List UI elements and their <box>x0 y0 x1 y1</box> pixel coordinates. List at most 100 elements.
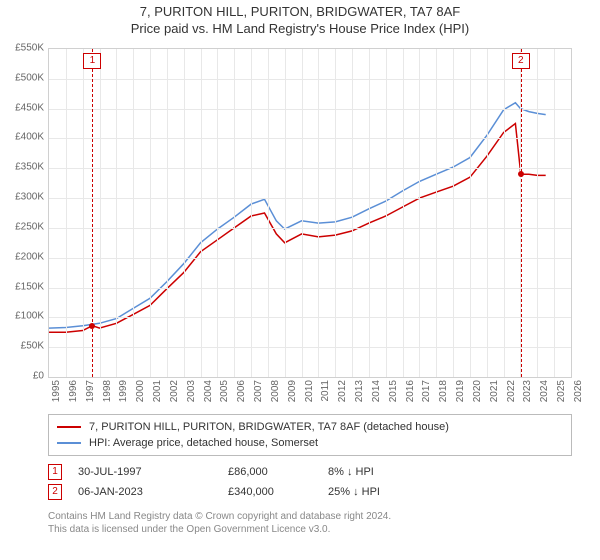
gridline-v <box>251 49 252 377</box>
gridline-v <box>504 49 505 377</box>
event-badge: 1 <box>48 464 62 480</box>
plot-area: 12 <box>48 48 572 378</box>
gridline-h <box>49 228 571 229</box>
gridline-v <box>66 49 67 377</box>
xtick-label: 2009 <box>287 380 298 402</box>
gridline-h <box>49 258 571 259</box>
xtick-label: 2014 <box>371 380 382 402</box>
gridline-v <box>268 49 269 377</box>
xtick-label: 2020 <box>472 380 483 402</box>
gridline-v <box>116 49 117 377</box>
gridline-v <box>419 49 420 377</box>
gridline-v <box>201 49 202 377</box>
xtick-label: 2002 <box>169 380 180 402</box>
xtick-label: 1999 <box>118 380 129 402</box>
xtick-label: 2015 <box>388 380 399 402</box>
xtick-label: 2026 <box>573 380 584 402</box>
xtick-label: 2008 <box>270 380 281 402</box>
event-date: 06-JAN-2023 <box>78 486 228 498</box>
gridline-v <box>318 49 319 377</box>
xtick-label: 2001 <box>152 380 163 402</box>
xtick-label: 2004 <box>203 380 214 402</box>
ytick-label: £100K <box>2 311 44 322</box>
event-price: £86,000 <box>228 466 328 478</box>
gridline-h <box>49 288 571 289</box>
gridline-v <box>150 49 151 377</box>
event-badge-on-chart: 1 <box>83 53 101 69</box>
xtick-label: 1996 <box>68 380 79 402</box>
legend-item: HPI: Average price, detached house, Some… <box>57 435 563 451</box>
xtick-label: 2024 <box>539 380 550 402</box>
legend-swatch <box>57 426 81 428</box>
event-delta: 8% ↓ HPI <box>328 466 438 478</box>
xtick-label: 2019 <box>455 380 466 402</box>
ytick-label: £150K <box>2 281 44 292</box>
event-row: 2 06-JAN-2023 £340,000 25% ↓ HPI <box>48 482 572 502</box>
xtick-label: 2000 <box>135 380 146 402</box>
xtick-label: 2010 <box>304 380 315 402</box>
gridline-v <box>352 49 353 377</box>
title-line-2: Price paid vs. HM Land Registry's House … <box>0 21 600 36</box>
gridline-v <box>83 49 84 377</box>
attribution-line: This data is licensed under the Open Gov… <box>48 523 572 536</box>
xtick-label: 2023 <box>522 380 533 402</box>
gridline-v <box>537 49 538 377</box>
ytick-label: £550K <box>2 43 44 54</box>
gridline-h <box>49 168 571 169</box>
gridline-v <box>487 49 488 377</box>
gridline-v <box>100 49 101 377</box>
gridline-h <box>49 198 571 199</box>
xtick-label: 1997 <box>85 380 96 402</box>
event-marker <box>518 171 524 177</box>
xtick-label: 2016 <box>405 380 416 402</box>
gridline-h <box>49 347 571 348</box>
ytick-label: £500K <box>2 72 44 83</box>
event-price: £340,000 <box>228 486 328 498</box>
events-table: 1 30-JUL-1997 £86,000 8% ↓ HPI 2 06-JAN-… <box>48 462 572 502</box>
xtick-label: 2012 <box>337 380 348 402</box>
xtick-label: 2005 <box>219 380 230 402</box>
ytick-label: £200K <box>2 251 44 262</box>
legend-label: 7, PURITON HILL, PURITON, BRIDGWATER, TA… <box>89 421 449 433</box>
xtick-label: 2018 <box>438 380 449 402</box>
attribution-line: Contains HM Land Registry data © Crown c… <box>48 510 572 523</box>
xtick-label: 2006 <box>236 380 247 402</box>
legend: 7, PURITON HILL, PURITON, BRIDGWATER, TA… <box>48 414 572 456</box>
legend-label: HPI: Average price, detached house, Some… <box>89 437 318 449</box>
xtick-label: 2021 <box>489 380 500 402</box>
gridline-v <box>167 49 168 377</box>
gridline-v <box>302 49 303 377</box>
xtick-label: 1995 <box>51 380 62 402</box>
gridline-v <box>335 49 336 377</box>
xtick-label: 2011 <box>320 380 331 402</box>
legend-item: 7, PURITON HILL, PURITON, BRIDGWATER, TA… <box>57 419 563 435</box>
ytick-label: £400K <box>2 132 44 143</box>
gridline-v <box>133 49 134 377</box>
gridline-h <box>49 109 571 110</box>
event-row: 1 30-JUL-1997 £86,000 8% ↓ HPI <box>48 462 572 482</box>
title-line-1: 7, PURITON HILL, PURITON, BRIDGWATER, TA… <box>0 4 600 19</box>
event-marker <box>89 323 95 329</box>
xtick-label: 2003 <box>186 380 197 402</box>
xtick-label: 1998 <box>102 380 113 402</box>
attribution: Contains HM Land Registry data © Crown c… <box>48 510 572 536</box>
ytick-label: £350K <box>2 162 44 173</box>
series-line-hpi <box>49 103 546 328</box>
event-line <box>521 49 522 377</box>
gridline-v <box>184 49 185 377</box>
gridline-h <box>49 79 571 80</box>
xtick-label: 2007 <box>253 380 264 402</box>
gridline-v <box>453 49 454 377</box>
xtick-label: 2017 <box>421 380 432 402</box>
xtick-label: 2025 <box>556 380 567 402</box>
gridline-v <box>436 49 437 377</box>
event-delta: 25% ↓ HPI <box>328 486 438 498</box>
ytick-label: £250K <box>2 221 44 232</box>
gridline-h <box>49 138 571 139</box>
gridline-v <box>386 49 387 377</box>
gridline-v <box>217 49 218 377</box>
gridline-v <box>369 49 370 377</box>
event-date: 30-JUL-1997 <box>78 466 228 478</box>
event-badge: 2 <box>48 484 62 500</box>
ytick-label: £450K <box>2 102 44 113</box>
